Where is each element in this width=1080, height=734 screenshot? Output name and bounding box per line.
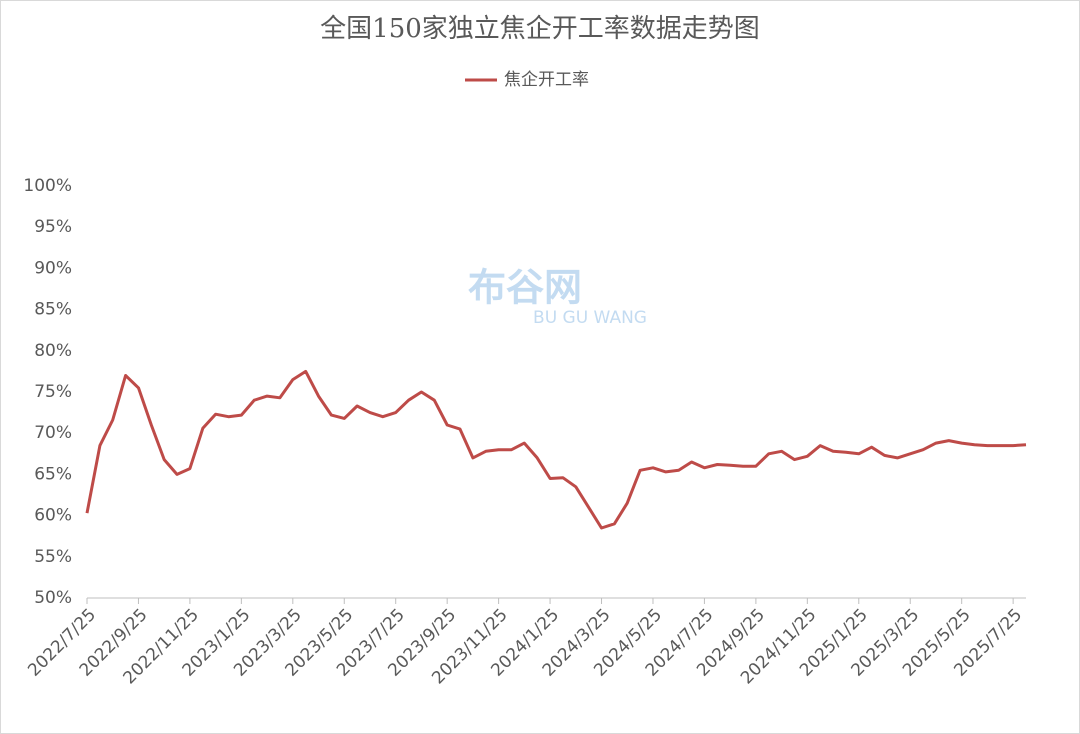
y-tick-label: 70% — [34, 423, 72, 443]
y-tick-label: 100% — [23, 176, 72, 196]
y-tick-label: 55% — [34, 547, 72, 567]
y-tick-label: 90% — [34, 258, 72, 278]
y-tick-label: 75% — [34, 382, 72, 402]
y-tick-label: 50% — [34, 588, 72, 608]
data-line — [85, 369, 1027, 530]
y-tick-label: 85% — [34, 300, 72, 320]
legend-label: 焦企开工率 — [504, 70, 589, 90]
chart-title: 全国150家独立焦企开工率数据走势图 — [320, 14, 760, 44]
y-tick-label: 95% — [34, 217, 72, 237]
y-tick-label: 65% — [34, 464, 72, 484]
y-tick-label: 60% — [34, 506, 72, 526]
watermark: BU GU WANG — [533, 308, 647, 328]
y-tick-label: 80% — [34, 341, 72, 361]
watermark: 布谷网 — [468, 266, 582, 310]
